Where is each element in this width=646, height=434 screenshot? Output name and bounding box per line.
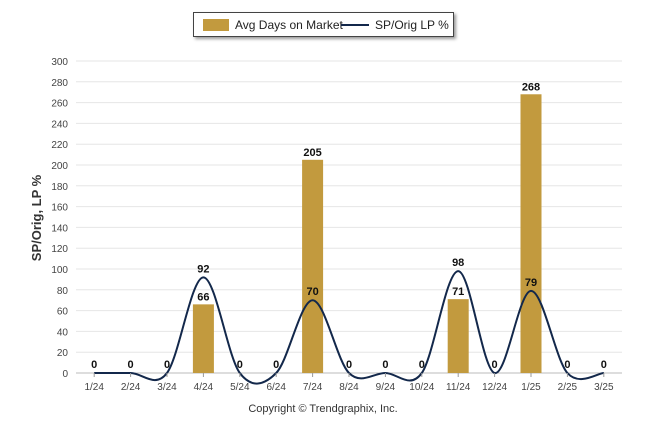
bar-data-label: 66 (197, 291, 209, 303)
legend: Avg Days on Market SP/Orig LP % (193, 12, 454, 37)
x-tick-label: 11/24 (446, 382, 471, 393)
y-tick-label: 120 (51, 244, 68, 255)
bar (520, 94, 542, 373)
line-data-label: 0 (419, 359, 425, 371)
bar (302, 159, 324, 373)
y-axis-ticks: 0 20 40 60 80 100 120 140 160 180 200 220 240 260 280 3… (51, 57, 68, 380)
bar-data-label: 205 (303, 147, 321, 159)
line-data-label: 92 (197, 263, 209, 275)
data-labels: 66 205 71 268 0 0 0 92 0 0 70 0 0 0 98 0 79 0 0 (91, 81, 607, 371)
y-tick-label: 100 (51, 265, 68, 276)
x-tick-label: 3/24 (157, 382, 177, 393)
x-tick-label: 1/25 (521, 382, 541, 393)
y-tick-label: 280 (51, 78, 68, 89)
x-axis-ticks: 1/24 2/24 3/24 4/24 5/24 6/24 7/24 8/24 9/24 10/2… (84, 373, 614, 393)
bar (447, 299, 469, 373)
legend-line-swatch (341, 24, 369, 26)
line-data-label: 0 (128, 359, 134, 371)
legend-bar-swatch (203, 19, 229, 31)
y-tick-label: 240 (51, 119, 68, 130)
line-data-label: 0 (601, 359, 607, 371)
line-data-label: 70 (306, 286, 318, 298)
bar-series (192, 94, 542, 373)
y-tick-label: 180 (51, 182, 68, 193)
y-tick-label: 260 (51, 99, 68, 110)
x-tick-label: 9/24 (376, 382, 396, 393)
x-tick-label: 10/24 (409, 382, 434, 393)
line-data-label: 0 (91, 359, 97, 371)
y-tick-label: 300 (51, 57, 68, 68)
bar (192, 304, 214, 373)
y-tick-label: 60 (57, 307, 69, 318)
bar-data-label: 268 (522, 81, 540, 93)
line-data-label: 0 (346, 359, 352, 371)
line-data-label: 0 (564, 359, 570, 371)
y-tick-label: 0 (62, 369, 68, 380)
line-data-label: 0 (492, 359, 498, 371)
line-data-label: 98 (452, 257, 464, 269)
legend-item-line: SP/Orig LP % (341, 18, 449, 32)
x-tick-label: 1/24 (84, 382, 104, 393)
x-tick-label: 2/24 (121, 382, 141, 393)
copyright-footer: Copyright © Trendgraphix, Inc. (248, 403, 398, 415)
y-tick-label: 220 (51, 140, 68, 151)
x-tick-label: 7/24 (303, 382, 323, 393)
x-tick-label: 6/24 (266, 382, 286, 393)
x-tick-label: 5/24 (230, 382, 250, 393)
y-tick-label: 140 (51, 223, 68, 234)
y-tick-label: 20 (57, 348, 69, 359)
x-tick-label: 3/25 (594, 382, 614, 393)
line-data-label: 0 (164, 359, 170, 371)
legend-bar-label: Avg Days on Market (235, 18, 343, 32)
y-tick-label: 80 (57, 286, 69, 297)
line-data-label: 0 (273, 359, 279, 371)
y-tick-label: 200 (51, 161, 68, 172)
y-tick-label: 160 (51, 203, 68, 214)
line-data-label: 0 (382, 359, 388, 371)
y-axis-label: SP/Orig, LP % (29, 174, 44, 261)
x-tick-label: 2/25 (558, 382, 578, 393)
bar-data-label: 71 (452, 286, 464, 298)
x-tick-label: 12/24 (482, 382, 507, 393)
y-tick-label: 40 (57, 327, 69, 338)
line-data-label: 79 (525, 277, 537, 289)
legend-item-bar: Avg Days on Market (203, 18, 343, 32)
legend-line-label: SP/Orig LP % (375, 18, 449, 32)
x-tick-label: 4/24 (194, 382, 214, 393)
x-tick-label: 8/24 (339, 382, 359, 393)
line-data-label: 0 (237, 359, 243, 371)
